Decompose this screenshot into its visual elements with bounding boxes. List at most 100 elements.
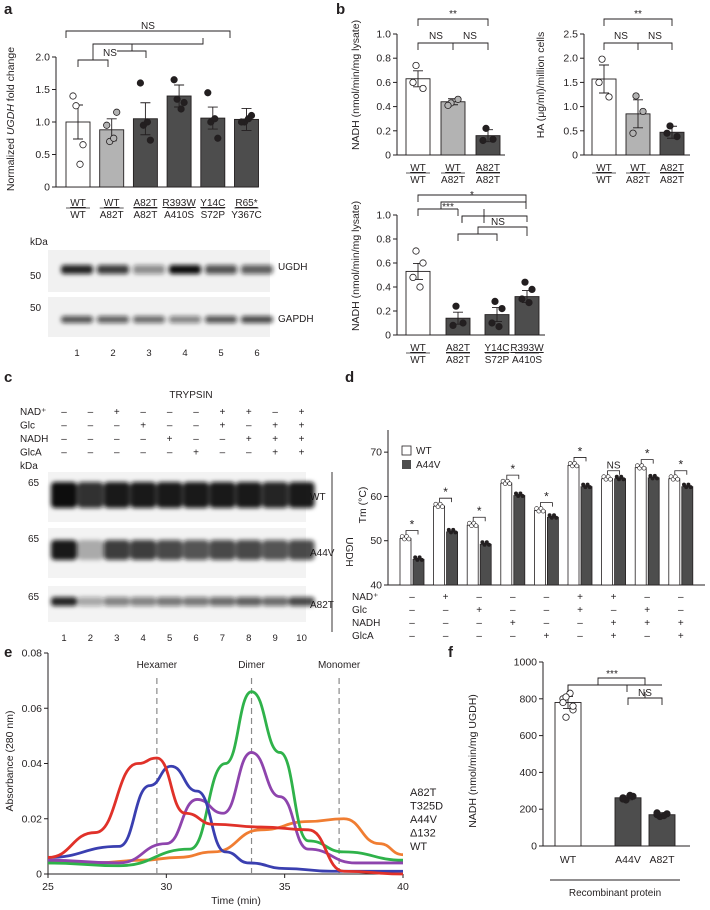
panel-c-lane-number: 8 — [246, 633, 251, 644]
panel-c-row-label: NAD⁺ — [20, 407, 46, 418]
panel-d-bar-wt — [466, 524, 479, 586]
panel-b-bottom-y-tick-label: 0.6 — [376, 258, 391, 270]
panel-c-marker-1: 65 — [28, 478, 40, 489]
panel-c-lane-number: 9 — [273, 633, 278, 644]
legend-swatch-a44v — [402, 460, 411, 469]
panel-a-y-tick-label: 2.0 — [35, 52, 50, 64]
panel-e-legend-label: Δ132 — [410, 828, 436, 840]
panel-b-top_left-y-tick-label: 0.4 — [376, 101, 391, 113]
panel-d-bar-wt — [534, 510, 546, 586]
panel-d-sig-bracket — [472, 516, 486, 522]
panel-c-sign: – — [61, 407, 67, 418]
panel-c-band-wt — [103, 482, 130, 508]
panel-a-band-ugdh — [205, 265, 237, 274]
panel-b-bottom-dot — [525, 298, 533, 307]
panel-c-band-a82t — [183, 597, 209, 606]
panel-d-bar-wt — [601, 478, 613, 586]
panel-c-sign: + — [272, 448, 278, 459]
panel-b-top_right-genotype-bottom: A82T — [626, 175, 650, 186]
panel-c-band-a82t — [51, 597, 77, 606]
panel-a-genotype-top: WT — [70, 198, 86, 209]
panel-d-row-label: NAD⁺ — [352, 592, 378, 603]
panel-a-ylabel: Normalized UGDH fold change — [5, 47, 17, 191]
panel-c-band-wt — [51, 482, 77, 508]
panel-d-dot-a44v — [520, 494, 525, 499]
panel-e-y-tick-label: 0 — [36, 869, 42, 881]
panel-b-top-left-chart: NADH (nmol/min/mg lysate) 0 0.2 0.4 0.6 0.8 1… — [350, 9, 505, 186]
panel-b-bottom-y-tick-label: 0 — [385, 330, 391, 342]
panel-e-ylabel: Absorbance (280 nm) — [4, 711, 16, 812]
panel-e-xlabel: Time (min) — [211, 895, 261, 907]
panel-d-bar-a44v — [647, 477, 660, 586]
panel-b-top_left-genotype-top: WT — [410, 163, 426, 174]
panel-a-lane-number: 4 — [182, 348, 187, 359]
panel-b-bottom-genotype-bottom: WT — [410, 355, 426, 366]
panel-b-bottom-dot — [449, 321, 457, 329]
panel-e-trace-a82t — [48, 817, 404, 865]
panel-f-dot — [619, 794, 627, 802]
legend-label-a44v: A44V — [416, 460, 441, 471]
panel-b-top_left-dot — [479, 136, 487, 145]
panel-a-ns-2: NS — [141, 21, 155, 32]
panel-b-top_left-genotype-bottom: A82T — [441, 175, 465, 186]
panel-d-ylabel: Tm (°C) — [357, 487, 369, 524]
panel-a-genotype-top: WT — [104, 198, 120, 209]
panel-c-sign: – — [61, 421, 67, 432]
panel-c-sign: + — [299, 434, 305, 445]
panel-d-sign: + — [611, 618, 617, 629]
panel-c-band-a44v — [209, 540, 236, 560]
panel-d-sig-bracket — [405, 530, 419, 535]
panel-a-band-ugdh — [169, 265, 201, 274]
panel-b-top_right-y-tick-label: 2.0 — [563, 53, 578, 65]
panel-d-y-tick-label: 50 — [370, 535, 382, 547]
panel-c-sign: – — [193, 434, 199, 445]
panel-b-bottom-significance: *** * NS — [417, 190, 528, 241]
panel-a-error-bar — [140, 102, 151, 136]
panel-b-top_right-dot — [639, 107, 647, 116]
panel-a-genotype-top: R393W — [162, 198, 196, 209]
panel-c-row-label: GlcA — [20, 448, 42, 459]
panel-e-chromatogram: Absorbance (280 nm) Time (min) 0 0.02 0.04… — [4, 648, 443, 908]
panel-c-band-a44v — [235, 540, 262, 560]
panel-b-bottom-genotype-bottom: A82T — [446, 355, 470, 366]
panel-c-sign: + — [219, 407, 225, 418]
panel-c-band-a44v — [130, 540, 157, 560]
panel-c-band-wt — [156, 482, 183, 508]
panel-d-sig-label: NS — [607, 461, 621, 472]
panel-c-sign: – — [140, 434, 146, 445]
panel-c-sign: – — [193, 407, 199, 418]
panel-a-protein-gapdh: GAPDH — [278, 314, 314, 325]
panel-a-dot — [244, 115, 253, 123]
panel-c-band-a82t — [262, 597, 289, 606]
panel-c-sign: – — [140, 448, 146, 459]
panel-b-top_left-y-tick-label: 0.6 — [376, 77, 391, 89]
panel-d-row-label: NADH — [352, 618, 380, 629]
panel-a-dot — [103, 121, 111, 129]
panel-b-top_right-dot — [605, 93, 613, 101]
panel-b-bottom-dot — [452, 302, 460, 310]
panel-a-dot — [76, 160, 84, 168]
panel-a-band-gapdh — [61, 316, 93, 323]
panel-a-band-ugdh — [241, 265, 273, 274]
panel-d-sign: + — [611, 631, 617, 642]
panel-f-dot — [653, 809, 661, 817]
panel-c-sign: – — [272, 407, 278, 418]
panel-f-dot — [559, 698, 567, 707]
panel-d-sign: – — [409, 592, 415, 603]
panel-d-bar-wt — [634, 467, 647, 586]
panel-e-trace-δ132 — [47, 764, 403, 873]
panel-b-top-left-ylabel: NADH (nmol/min/mg lysate) — [350, 20, 362, 150]
panel-b-bottom-sig-1: *** — [442, 202, 454, 213]
panel-b-top_right-y-tick-label: 0 — [572, 150, 578, 162]
panel-b-top-right-ns-2: NS — [648, 31, 662, 42]
panel-d-sign: + — [577, 605, 583, 616]
panel-a-y-tick-label: 1.5 — [35, 84, 50, 96]
panel-a-dot — [214, 134, 222, 142]
panel-c-band-a82t — [77, 597, 104, 606]
panel-a-chart: Normalized UGDH fold change 0 0.5 1.0 1.5 2.… — [5, 21, 262, 221]
panel-b-bottom-dot — [488, 319, 496, 327]
panel-c-band-wt — [288, 482, 315, 508]
panel-c-band-a82t — [130, 597, 157, 606]
panel-c-band-a82t — [103, 597, 130, 606]
panel-c-sign: – — [114, 434, 120, 445]
